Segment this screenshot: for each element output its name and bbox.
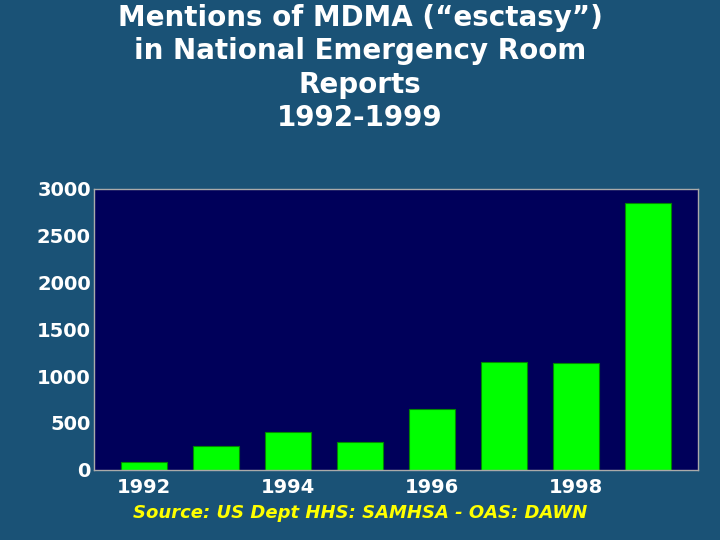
Text: Mentions of MDMA (“esctasy”)
in National Emergency Room
Reports
1992-1999: Mentions of MDMA (“esctasy”) in National… (117, 4, 603, 132)
Bar (265, 433, 311, 470)
Bar (408, 409, 455, 470)
Bar (480, 362, 527, 470)
Bar (552, 363, 599, 470)
Text: Source: US Dept HHS: SAMHSA - OAS: DAWN: Source: US Dept HHS: SAMHSA - OAS: DAWN (132, 504, 588, 522)
Bar (624, 203, 671, 470)
Bar (121, 462, 167, 470)
Bar (193, 447, 239, 470)
Bar (336, 442, 383, 470)
